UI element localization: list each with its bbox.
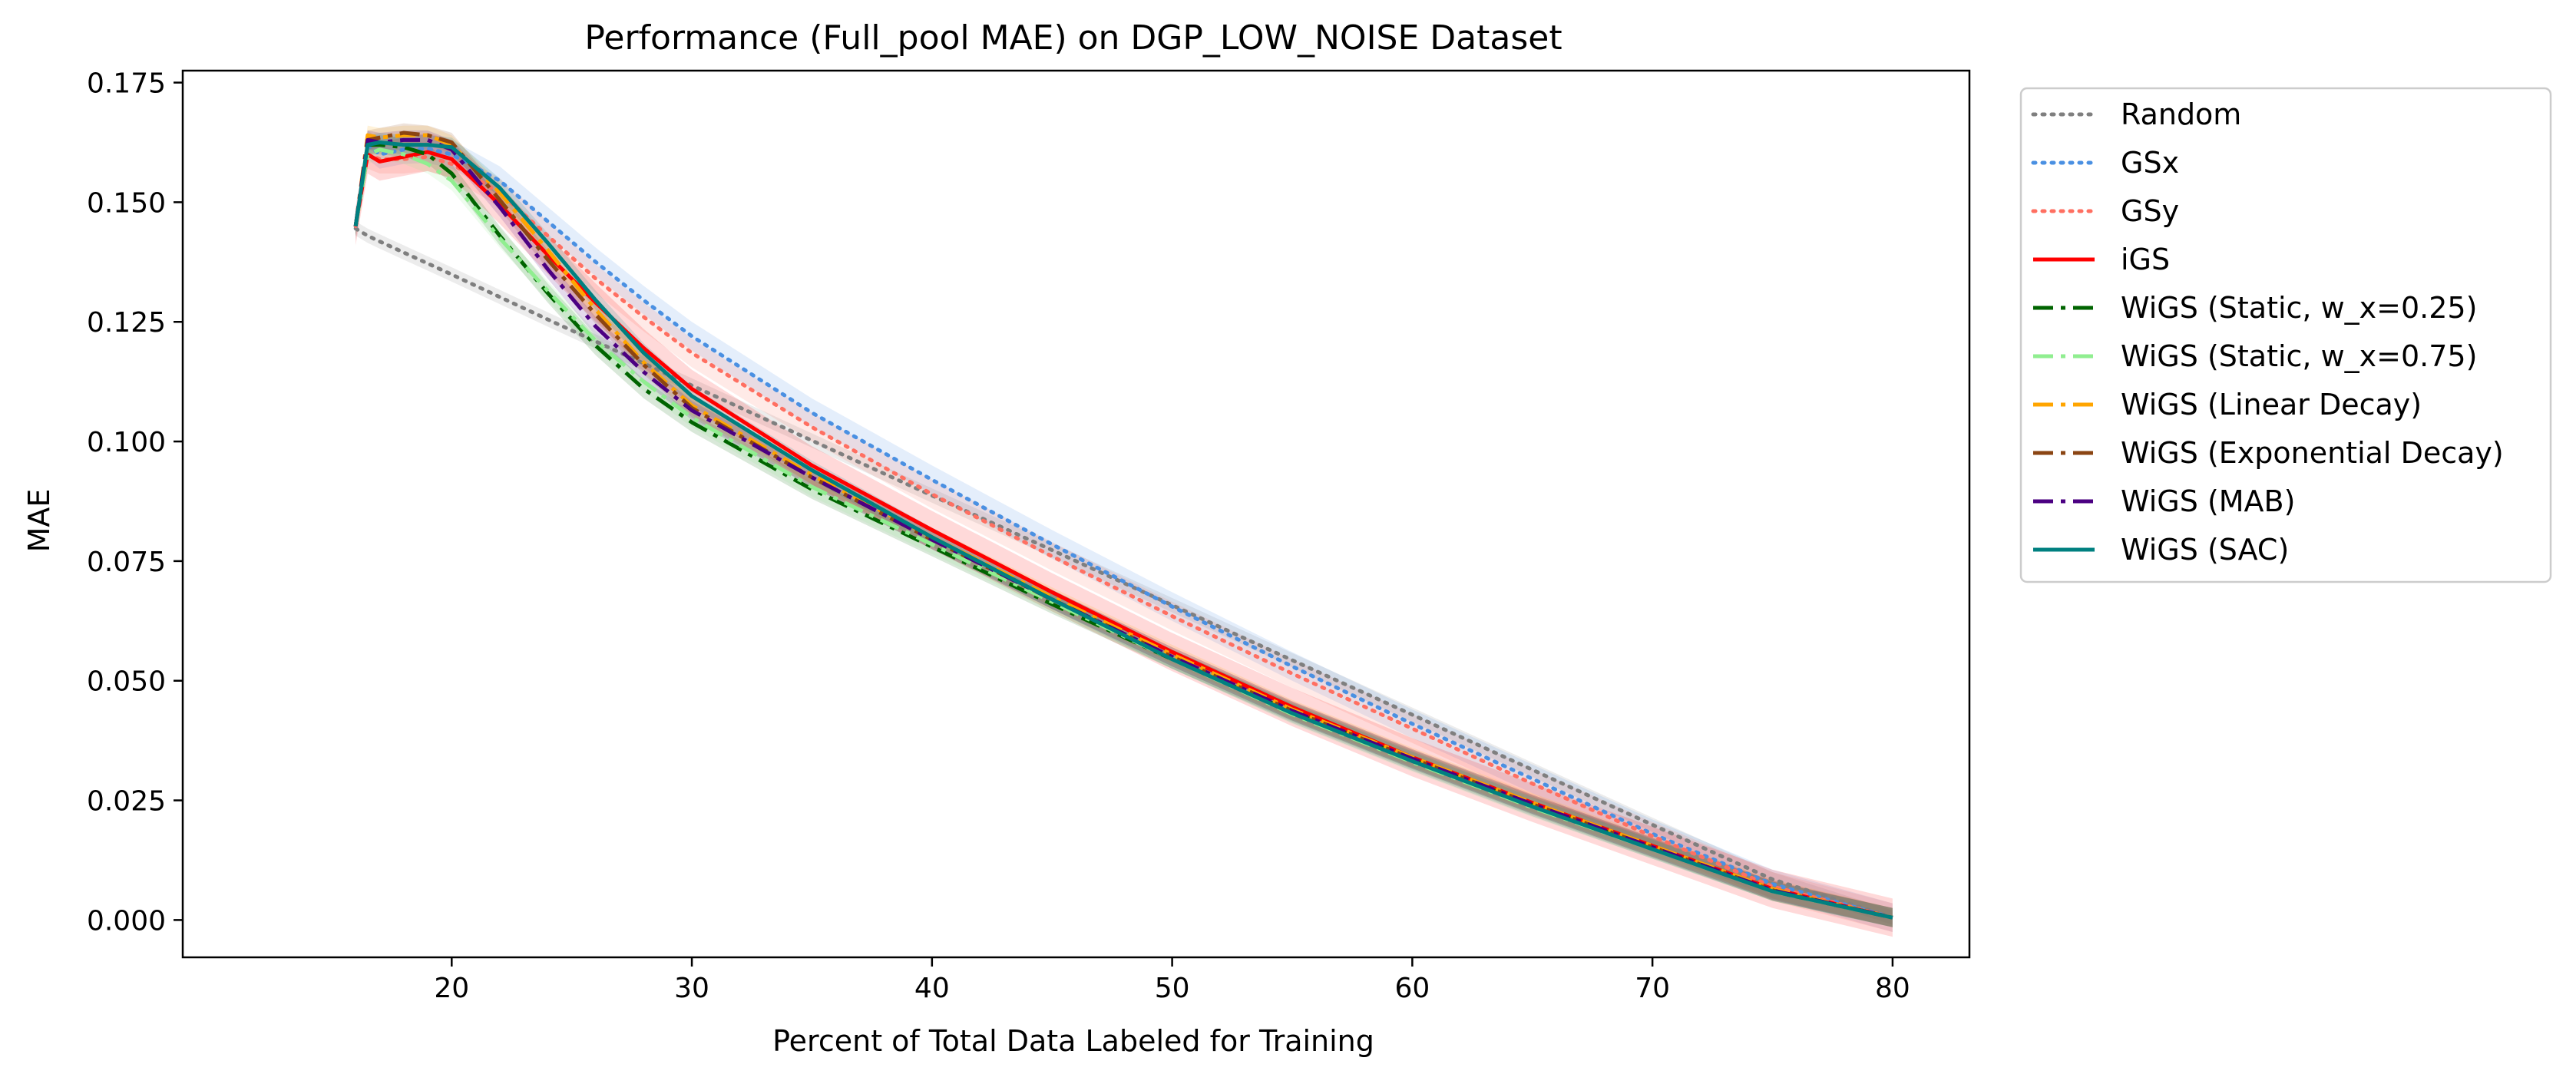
y-tick-label: 0.050 (87, 666, 166, 698)
band-wigs-linear-decay (355, 125, 1893, 927)
band-wigs-mab (355, 130, 1893, 927)
x-tick-label: 60 (1394, 973, 1430, 1004)
legend-label: WiGS (Static, w_x=0.25) (2121, 291, 2477, 325)
legend: Random GSx GSy iGS WiGS (Static, w_x=0.25) Wi… (2019, 87, 2552, 583)
band-wigs-exponential-decay (355, 123, 1893, 927)
x-axis-label: Percent of Total Data Labeled for Traini… (772, 1024, 1374, 1058)
legend-label: WiGS (Linear Decay) (2121, 388, 2422, 421)
y-axis-label: MAE (22, 489, 56, 553)
x-tick-label: 20 (434, 973, 469, 1004)
legend-label: WiGS (MAB) (2121, 484, 2295, 518)
y-tick-label: 0.000 (87, 905, 166, 937)
y-tick-label: 0.150 (87, 187, 166, 219)
y-tick-label: 0.175 (87, 68, 166, 100)
legend-label: Random (2121, 97, 2241, 131)
legend-label: WiGS (Static, w_x=0.75) (2121, 339, 2477, 373)
x-tick-label: 70 (1635, 973, 1670, 1004)
x-tick-label: 30 (674, 973, 709, 1004)
series-line-random (353, 226, 1895, 920)
x-tick-label: 80 (1875, 973, 1910, 1004)
series-line-wigs-mab (353, 137, 1893, 920)
series-line-gsy (353, 152, 1895, 920)
legend-label: iGS (2121, 243, 2170, 276)
y-tick-label: 0.075 (87, 547, 166, 578)
legend-frame (2019, 87, 2552, 583)
legend-label: GSx (2121, 146, 2179, 180)
x-tick-label: 40 (914, 973, 950, 1004)
series-line-wigs-sac (353, 140, 1893, 920)
legend-label: WiGS (SAC) (2121, 533, 2289, 567)
series-lines (353, 131, 1895, 920)
x-tick-label: 50 (1155, 973, 1190, 1004)
y-axis: 0.000 0.025 0.050 0.075 0.100 0.125 0.150 0.175 (87, 68, 183, 937)
plot-frame (181, 69, 1971, 959)
y-tick-label: 0.100 (87, 427, 166, 458)
x-axis: 20 30 40 50 60 70 80 (434, 957, 1910, 1004)
y-tick-label: 0.125 (87, 307, 166, 339)
legend-label: GSy (2121, 194, 2179, 228)
y-tick-label: 0.025 (87, 786, 166, 818)
chart-title: Performance (Full_pool MAE) on DGP_LOW_N… (584, 18, 1562, 58)
legend-label: WiGS (Exponential Decay) (2121, 436, 2504, 470)
